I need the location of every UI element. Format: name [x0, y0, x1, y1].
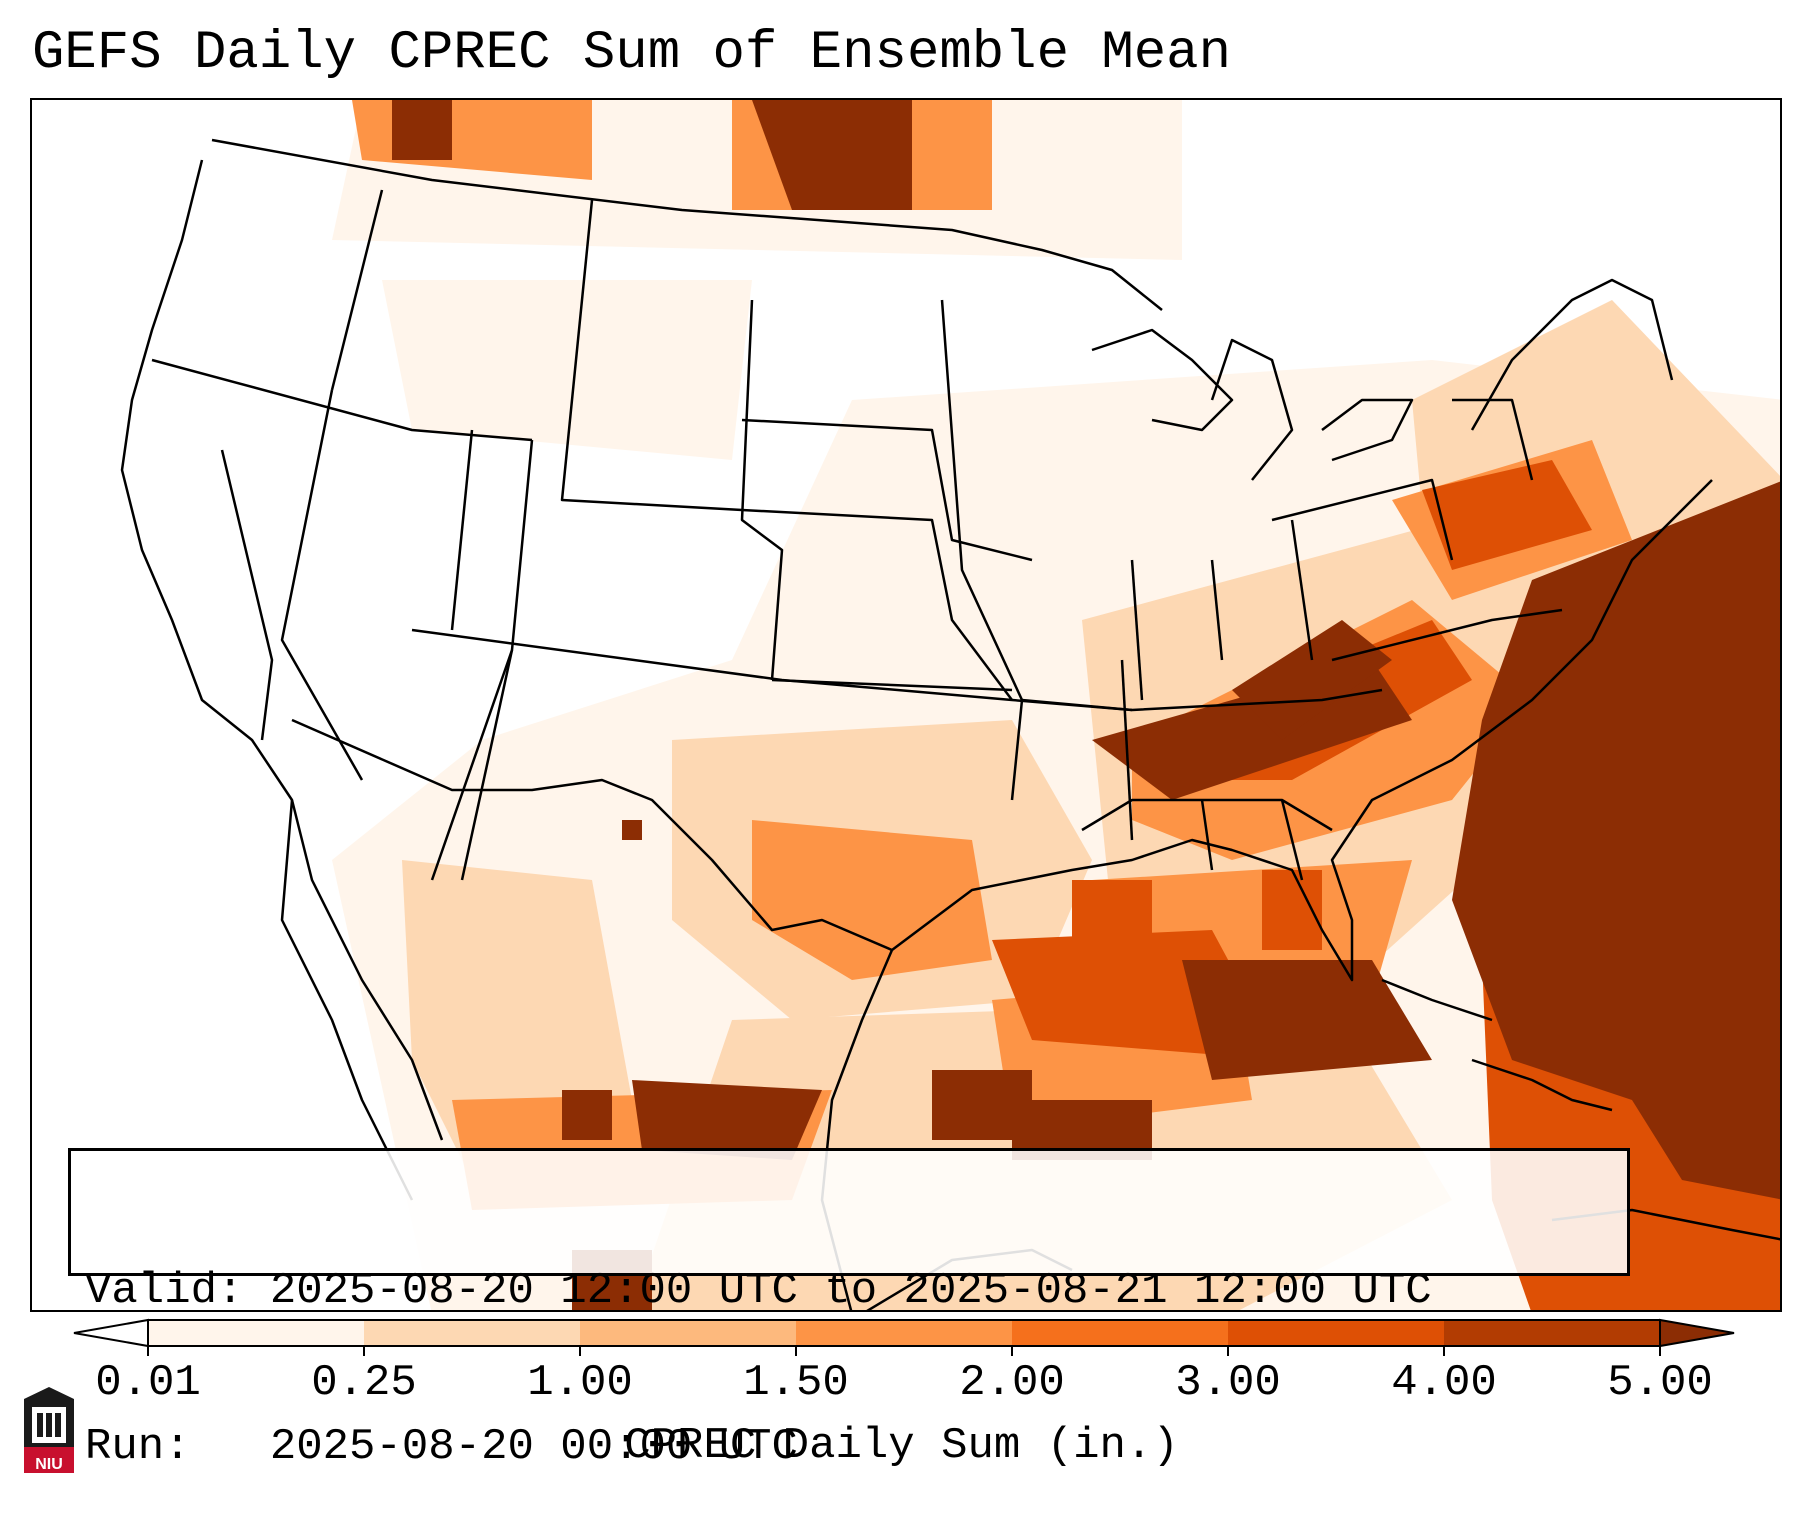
colorbar-tick-label: 2.00 [959, 1358, 1065, 1408]
run-row: Run: 2025-08-20 00:00 UTC [85, 1421, 1613, 1473]
valid-row: Valid: 2025-08-20 12:00 UTC to 2025-08-2… [85, 1265, 1613, 1317]
colorbar [73, 1318, 1735, 1356]
precip-field [32, 100, 1780, 1310]
colorbar-segment [1012, 1320, 1229, 1346]
colorbar-extend-low [73, 1318, 149, 1348]
map-title: GEFS Daily CPREC Sum of Ensemble Mean [32, 23, 1231, 84]
colorbar-segment [1444, 1320, 1661, 1346]
colorbar-ticks [147, 1346, 1661, 1356]
validity-info-box: Valid: 2025-08-20 12:00 UTC to 2025-08-2… [68, 1148, 1630, 1472]
colorbar-tick-label: 4.00 [1391, 1358, 1497, 1408]
colorbar-segment [1228, 1320, 1445, 1346]
colorbar-tick-label: 0.25 [311, 1358, 417, 1408]
precipitation-map[interactable] [30, 98, 1782, 1312]
precip-shading [332, 100, 1780, 1310]
colorbar-tick-label: 3.00 [1175, 1358, 1281, 1408]
colorbar-tick-label: 1.00 [527, 1358, 633, 1408]
valid-label: Valid: [85, 1266, 244, 1316]
colorbar-segment [148, 1320, 365, 1346]
colorbar-segments [73, 1318, 1735, 1348]
colorbar-segment [580, 1320, 797, 1346]
colorbar-tick-label: 5.00 [1607, 1358, 1713, 1408]
valid-value: 2025-08-20 12:00 UTC to 2025-08-21 12:00… [269, 1266, 1432, 1316]
colorbar-tick-label: 0.01 [95, 1358, 201, 1408]
run-value: 2025-08-20 00:00 UTC [269, 1422, 798, 1472]
colorbar-extend-high [1659, 1318, 1735, 1348]
colorbar-outline [147, 1319, 1661, 1347]
colorbar-label: CPREC Daily Sum (in.) [624, 1421, 1179, 1471]
colorbar-segment [364, 1320, 581, 1346]
colorbar-tick-label: 1.50 [743, 1358, 849, 1408]
niu-logo-text: NIU [35, 1456, 63, 1473]
niu-logo [24, 1387, 74, 1473]
colorbar-segment [796, 1320, 1013, 1346]
run-label: Run: [85, 1422, 191, 1472]
